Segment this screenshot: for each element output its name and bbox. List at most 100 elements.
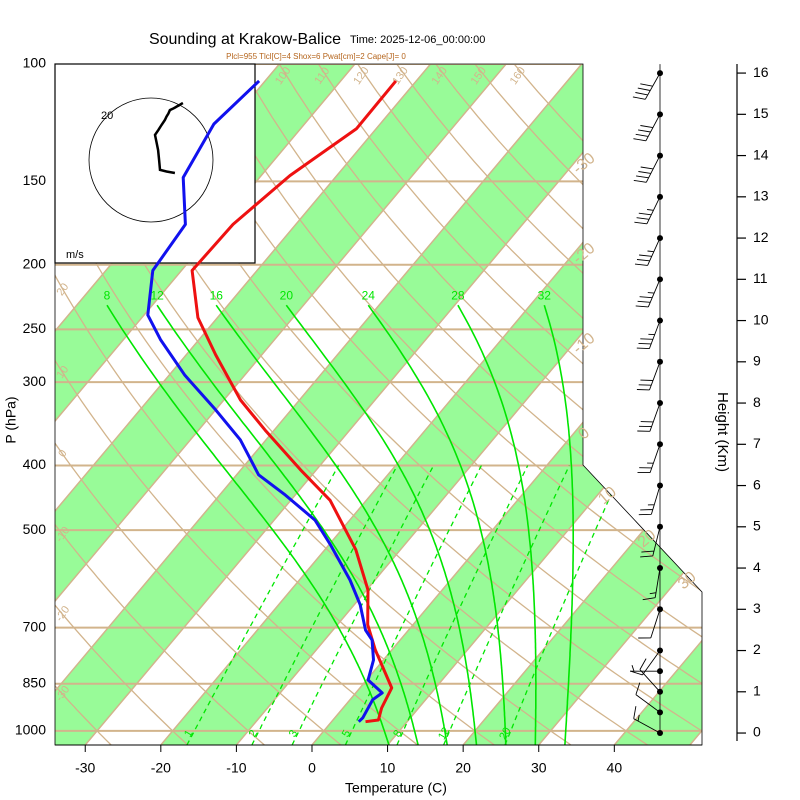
hodograph-trace <box>153 101 184 175</box>
wind-barb <box>640 526 661 558</box>
isotherm-line <box>84 64 658 745</box>
mixing-ratio-label: 8 <box>391 728 404 739</box>
moist-adiabat-label: 8 <box>104 288 111 302</box>
wind-barb <box>635 279 661 308</box>
chart-title: Sounding at Krakow-Balice <box>149 31 341 48</box>
y-tick-label: 700 <box>23 618 47 634</box>
x-tick-label: 30 <box>531 760 547 776</box>
x-tick-label: 40 <box>607 760 623 776</box>
isotherm-line <box>55 64 432 745</box>
height-point <box>657 482 663 489</box>
wind-barb <box>633 114 661 142</box>
dry-adiabat <box>55 64 418 745</box>
wind-barb <box>637 402 661 432</box>
y-tick-label: 1000 <box>15 722 46 738</box>
dry-adiabat-label: 0 <box>56 448 69 460</box>
hodograph-unit: m/s <box>66 249 84 261</box>
x-tick-label: 0 <box>308 760 316 776</box>
chart-time: Time: 2025-12-06_00:00:00 <box>350 34 485 46</box>
isotherm-band <box>55 64 507 745</box>
dry-adiabat <box>55 64 648 745</box>
height-point <box>657 441 663 448</box>
x-tick-label: 20 <box>455 760 471 776</box>
moist-adiabat-label: 16 <box>210 288 224 302</box>
moist-adiabat-label: 28 <box>451 288 465 302</box>
dry-adiabat <box>200 64 702 745</box>
wind-barb <box>630 650 661 676</box>
hodograph: 20 m/s <box>54 63 256 264</box>
moist-adiabat-label: 12 <box>150 288 164 302</box>
dry-adiabat <box>55 64 112 745</box>
height-point <box>657 70 663 77</box>
moist-adiabat-label: 20 <box>280 288 294 302</box>
y2-tick-label: 16 <box>753 64 769 80</box>
moist-adiabat <box>457 304 537 745</box>
dry-adiabat <box>239 64 702 745</box>
height-point <box>657 523 663 530</box>
height-point <box>657 358 663 365</box>
height-point <box>657 647 663 654</box>
moist-adiabat <box>215 304 448 745</box>
y-tick-label: 850 <box>23 675 47 691</box>
moist-adiabat-label: 32 <box>538 288 552 302</box>
wind-barb <box>632 72 661 100</box>
hodograph-ring <box>88 97 214 223</box>
height-point <box>657 152 663 159</box>
wind-barb <box>636 361 661 391</box>
y-tick-label: 300 <box>23 373 47 389</box>
wind-barb <box>638 609 661 639</box>
x-tick-label: 10 <box>380 760 396 776</box>
mixing-ratio-label: 2 <box>247 728 260 739</box>
hodograph-ring-label: 20 <box>101 110 113 122</box>
height-point <box>657 317 663 324</box>
wind-barb <box>633 155 661 183</box>
height-point <box>657 276 663 283</box>
y2-tick-label: 0 <box>753 724 761 740</box>
wind-barb <box>636 320 661 350</box>
y2-tick-label: 1 <box>753 682 761 698</box>
height-point <box>657 193 663 200</box>
isotherm-line <box>55 64 583 745</box>
dry-adiabat <box>55 64 265 745</box>
mixing-ratio-label: 12 <box>436 725 453 742</box>
y2-tick-label: 2 <box>753 641 761 657</box>
y2-tick-label: 13 <box>753 188 769 204</box>
height-point <box>657 565 663 572</box>
mixing-ratio-line <box>443 465 570 745</box>
y2-tick-label: 10 <box>753 311 769 327</box>
y2-tick-label: 8 <box>753 394 761 410</box>
moist-adiabat <box>285 304 478 745</box>
dry-adiabat-label: 10 <box>54 364 71 381</box>
wind-barb <box>634 237 661 266</box>
wind-barb <box>633 706 661 734</box>
dry-adiabat <box>55 64 342 745</box>
mixing-ratio-label: 3 <box>287 728 300 739</box>
y-tick-label: 200 <box>23 255 47 271</box>
temperature-line <box>190 79 398 724</box>
x-axis-title: Temperature (C) <box>345 780 447 796</box>
dry-adiabat <box>83 64 702 745</box>
y2-tick-label: 6 <box>753 476 761 492</box>
y2-tick-label: 5 <box>753 518 761 534</box>
height-point <box>657 730 663 737</box>
y-axis-title: P (hPa) <box>3 396 19 443</box>
y-tick-label: 500 <box>23 521 47 537</box>
height-point <box>657 606 663 613</box>
dry-adiabat <box>161 64 702 745</box>
wind-barb <box>635 682 661 713</box>
mixing-ratio-line <box>344 465 482 745</box>
mixing-ratio-line <box>251 465 398 745</box>
isotherm-line <box>55 64 507 745</box>
dry-adiabat <box>317 64 702 745</box>
x-tick-label: -10 <box>226 760 246 776</box>
y2-tick-label: 7 <box>753 435 761 451</box>
y-tick-label: 150 <box>23 172 47 188</box>
mixing-ratio-label: 20 <box>497 725 514 742</box>
dry-adiabat <box>278 64 702 745</box>
height-point <box>657 709 663 716</box>
dewpoint-line <box>146 79 384 723</box>
height-point <box>657 688 663 695</box>
chart-subtitle: Plcl=955 Tlcl[C]=4 Shox=6 Pwat[cm]=2 Cap… <box>226 52 406 61</box>
